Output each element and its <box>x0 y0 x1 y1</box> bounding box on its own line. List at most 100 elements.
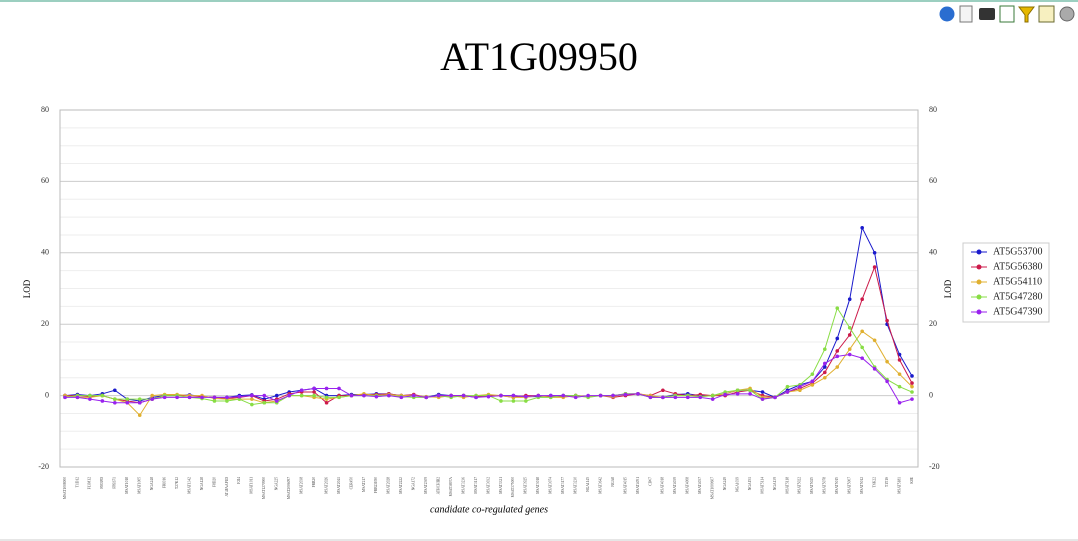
filter-icon[interactable] <box>1018 6 1035 23</box>
point <box>860 356 864 360</box>
point <box>486 394 491 399</box>
y-tick-label: 20 <box>41 319 49 328</box>
point <box>835 349 840 353</box>
x-tick-label: FRI016 <box>162 477 166 488</box>
point <box>125 397 130 401</box>
legend-marker <box>976 264 982 270</box>
point <box>312 393 316 398</box>
point <box>449 393 453 398</box>
point <box>250 393 254 398</box>
point <box>661 395 665 400</box>
x-tick-label: NGA172 <box>412 477 416 490</box>
point <box>611 393 615 398</box>
x-tick-label: MSAT3321 <box>499 477 503 494</box>
point <box>860 226 864 230</box>
point <box>897 384 902 389</box>
point <box>897 400 902 405</box>
series-line <box>64 306 913 406</box>
point <box>411 393 416 398</box>
point <box>250 397 254 401</box>
y2-axis-label: LOD <box>943 279 953 298</box>
point <box>499 393 503 398</box>
y-tick-label: 40 <box>41 248 49 257</box>
x-tick-label: NGA151 <box>748 477 752 490</box>
x-tick-label: NGA1039 <box>735 477 739 492</box>
legend-label: AT5G47390 <box>993 306 1042 317</box>
code-icon[interactable] <box>959 5 973 23</box>
series <box>63 352 914 405</box>
x-tick-label: MSAT5007 <box>848 477 852 494</box>
legend-label: AT5G54110 <box>993 276 1042 287</box>
x-tick-label: MSAT3177 <box>561 477 565 494</box>
point <box>598 393 603 398</box>
panel-icon[interactable] <box>999 5 1015 23</box>
point <box>910 384 914 389</box>
series-line <box>65 265 913 404</box>
x-tick-label: FM3PD <box>100 477 104 489</box>
point <box>710 397 715 401</box>
point <box>760 397 765 401</box>
point <box>299 388 304 393</box>
x-tick-label: MSAT5181 <box>897 477 901 494</box>
help-icon[interactable] <box>939 6 955 22</box>
x-tick-label: MSAT4051 <box>636 477 640 494</box>
point <box>100 399 105 403</box>
point <box>237 394 242 399</box>
point <box>349 393 354 398</box>
point <box>374 394 379 399</box>
x-tick-label: NGA225 <box>275 477 279 490</box>
point <box>113 397 117 401</box>
point <box>324 386 329 391</box>
x-tick-label: MSAT3236 <box>461 477 465 494</box>
point <box>835 306 840 310</box>
point <box>274 393 279 398</box>
point <box>88 397 92 401</box>
x-tick-label: MSAT2309 <box>424 477 428 494</box>
table-icon[interactable] <box>1038 5 1055 23</box>
x-tick-label: MSAT5012 <box>860 477 864 494</box>
point <box>175 395 179 400</box>
point <box>872 367 877 371</box>
x-tick-label: MSAT4039 <box>673 477 677 494</box>
x-tick-label: MSAT1018 <box>125 477 129 494</box>
y-tick-label: 60 <box>41 176 49 185</box>
point <box>137 413 142 418</box>
point <box>212 395 217 400</box>
point <box>823 375 827 380</box>
x-tick-label: NGA8 <box>611 477 615 487</box>
x-tick-label: AT4FAAP1D <box>225 477 229 497</box>
point <box>162 395 167 400</box>
point <box>636 392 640 396</box>
x-tick-label: FRB20 <box>312 477 316 488</box>
point <box>250 402 254 407</box>
point <box>586 393 590 398</box>
y-tick-label: 0 <box>45 390 49 399</box>
x-tick-label: NGA139 <box>773 477 777 490</box>
point <box>200 395 204 400</box>
point <box>524 399 528 403</box>
point <box>872 265 877 269</box>
point <box>698 395 703 400</box>
legend-label: AT5G56380 <box>993 261 1042 272</box>
x-tick-label: MSAT3018 <box>536 477 540 494</box>
point <box>823 347 827 351</box>
point <box>225 395 229 400</box>
point <box>735 388 740 393</box>
x-tick-label: NGA248 <box>150 477 154 490</box>
point <box>673 395 678 400</box>
y-tick-label: 80 <box>41 105 49 114</box>
x-tick-label: MSAT3642 <box>598 477 602 494</box>
point <box>823 365 827 369</box>
camera-icon[interactable] <box>979 8 995 20</box>
point <box>748 388 752 393</box>
x-tick-label: T1T1S <box>885 477 889 487</box>
x-tick-label: MSAT217 <box>362 477 366 492</box>
settings-icon[interactable] <box>1059 6 1075 22</box>
point <box>548 393 553 398</box>
legend-marker <box>976 279 982 285</box>
legend-label: AT5G53700 <box>993 246 1042 257</box>
chart-title: AT1G09950 <box>440 34 638 79</box>
point <box>910 390 914 394</box>
point <box>810 372 815 376</box>
point <box>499 399 503 403</box>
